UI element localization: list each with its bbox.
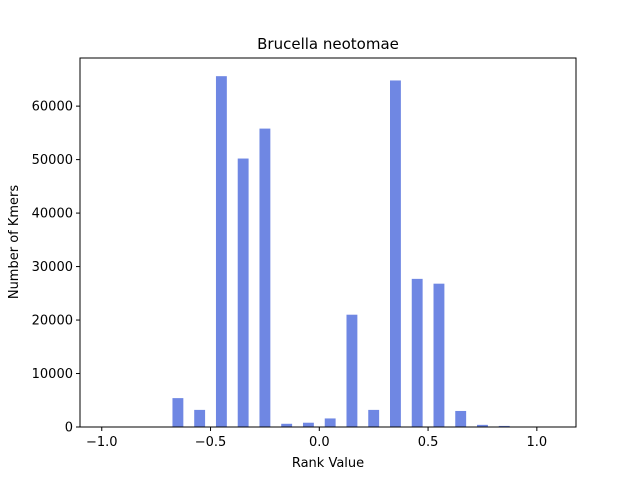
y-axis-ticks: 0 10000 20000 30000 40000 50000 60000 xyxy=(32,100,80,436)
y-tick-label: 50000 xyxy=(32,153,73,168)
x-tick-label: −0.5 xyxy=(195,435,227,450)
bar xyxy=(302,422,314,427)
bar xyxy=(346,314,358,427)
bar xyxy=(172,398,184,427)
x-axis-ticks: −1.0 −0.5 0.0 0.5 1.0 xyxy=(86,427,547,450)
bar xyxy=(390,80,401,428)
bar xyxy=(368,409,380,427)
x-tick-label: 0.5 xyxy=(418,435,439,450)
x-axis-label: Rank Value xyxy=(292,456,364,471)
y-tick-label: 10000 xyxy=(32,367,73,382)
bar xyxy=(281,423,293,427)
bar xyxy=(411,278,423,427)
x-tick-label: 0.0 xyxy=(309,435,330,450)
y-axis-label: Number of Kmers xyxy=(7,185,22,300)
y-tick-label: 60000 xyxy=(32,100,73,115)
bar xyxy=(237,158,249,428)
bar xyxy=(455,410,467,427)
bar xyxy=(324,418,336,427)
y-tick-label: 20000 xyxy=(32,314,73,329)
plot-frame xyxy=(79,57,577,428)
bar xyxy=(477,424,488,427)
y-tick-label: 40000 xyxy=(32,207,73,222)
bar xyxy=(259,128,271,427)
y-tick-label: 0 xyxy=(65,421,73,436)
chart-title: Brucella neotomae xyxy=(257,35,399,53)
bars-group xyxy=(172,76,510,428)
bar xyxy=(194,409,206,427)
y-tick-label: 30000 xyxy=(32,260,73,275)
bar xyxy=(498,425,510,427)
x-tick-label: 1.0 xyxy=(526,435,547,450)
bar xyxy=(433,283,445,427)
x-tick-label: −1.0 xyxy=(86,435,118,450)
bar xyxy=(215,76,227,428)
